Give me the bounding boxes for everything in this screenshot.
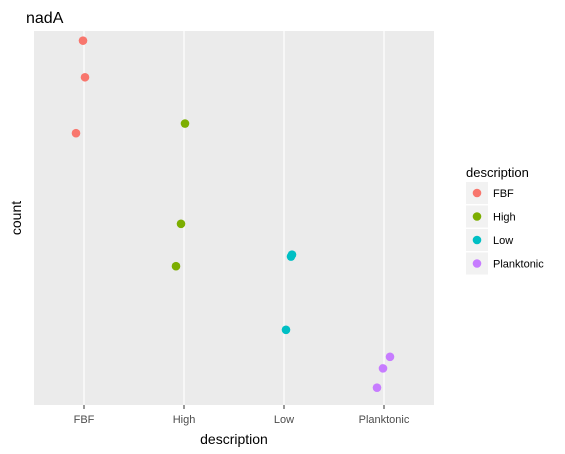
x-tick-label-high: High (173, 414, 196, 426)
legend-label-fbf: FBF (493, 188, 514, 200)
plot-panel (34, 31, 434, 405)
legend-swatch-high (472, 212, 482, 221)
data-point-planktonic (385, 352, 395, 362)
data-point-high (180, 119, 190, 128)
data-point-low (281, 325, 291, 335)
data-points (71, 36, 395, 392)
legend-entries: FBF High Low Planktonic (466, 182, 544, 275)
data-point-fbf (80, 72, 90, 82)
data-point-fbf (78, 36, 88, 45)
legend-swatch-planktonic (472, 259, 482, 268)
legend-label-high: High (493, 212, 516, 224)
data-point-low (287, 250, 297, 259)
x-tick-label-planktonic: Planktonic (359, 414, 410, 426)
legend: description FBF High Low Planktonic (466, 165, 544, 275)
y-axis-title: count (8, 201, 24, 235)
legend-label-planktonic: Planktonic (493, 259, 544, 271)
gridlines (83, 31, 385, 405)
data-point-planktonic (372, 383, 382, 392)
data-point-planktonic (378, 364, 388, 373)
legend-label-low: Low (493, 235, 513, 247)
x-tick-label-fbf: FBF (74, 414, 95, 426)
legend-title: description (466, 165, 529, 180)
chart-title: nadA (26, 10, 64, 27)
x-axis-title: description (200, 431, 268, 447)
data-point-high (176, 219, 186, 229)
legend-swatch-low (472, 235, 482, 245)
x-axis-ticks: FBF High Low Planktonic (74, 405, 410, 426)
data-point-high (171, 261, 181, 271)
legend-swatch-fbf (472, 188, 482, 198)
x-tick-label-low: Low (274, 414, 294, 426)
data-point-fbf (71, 128, 81, 138)
